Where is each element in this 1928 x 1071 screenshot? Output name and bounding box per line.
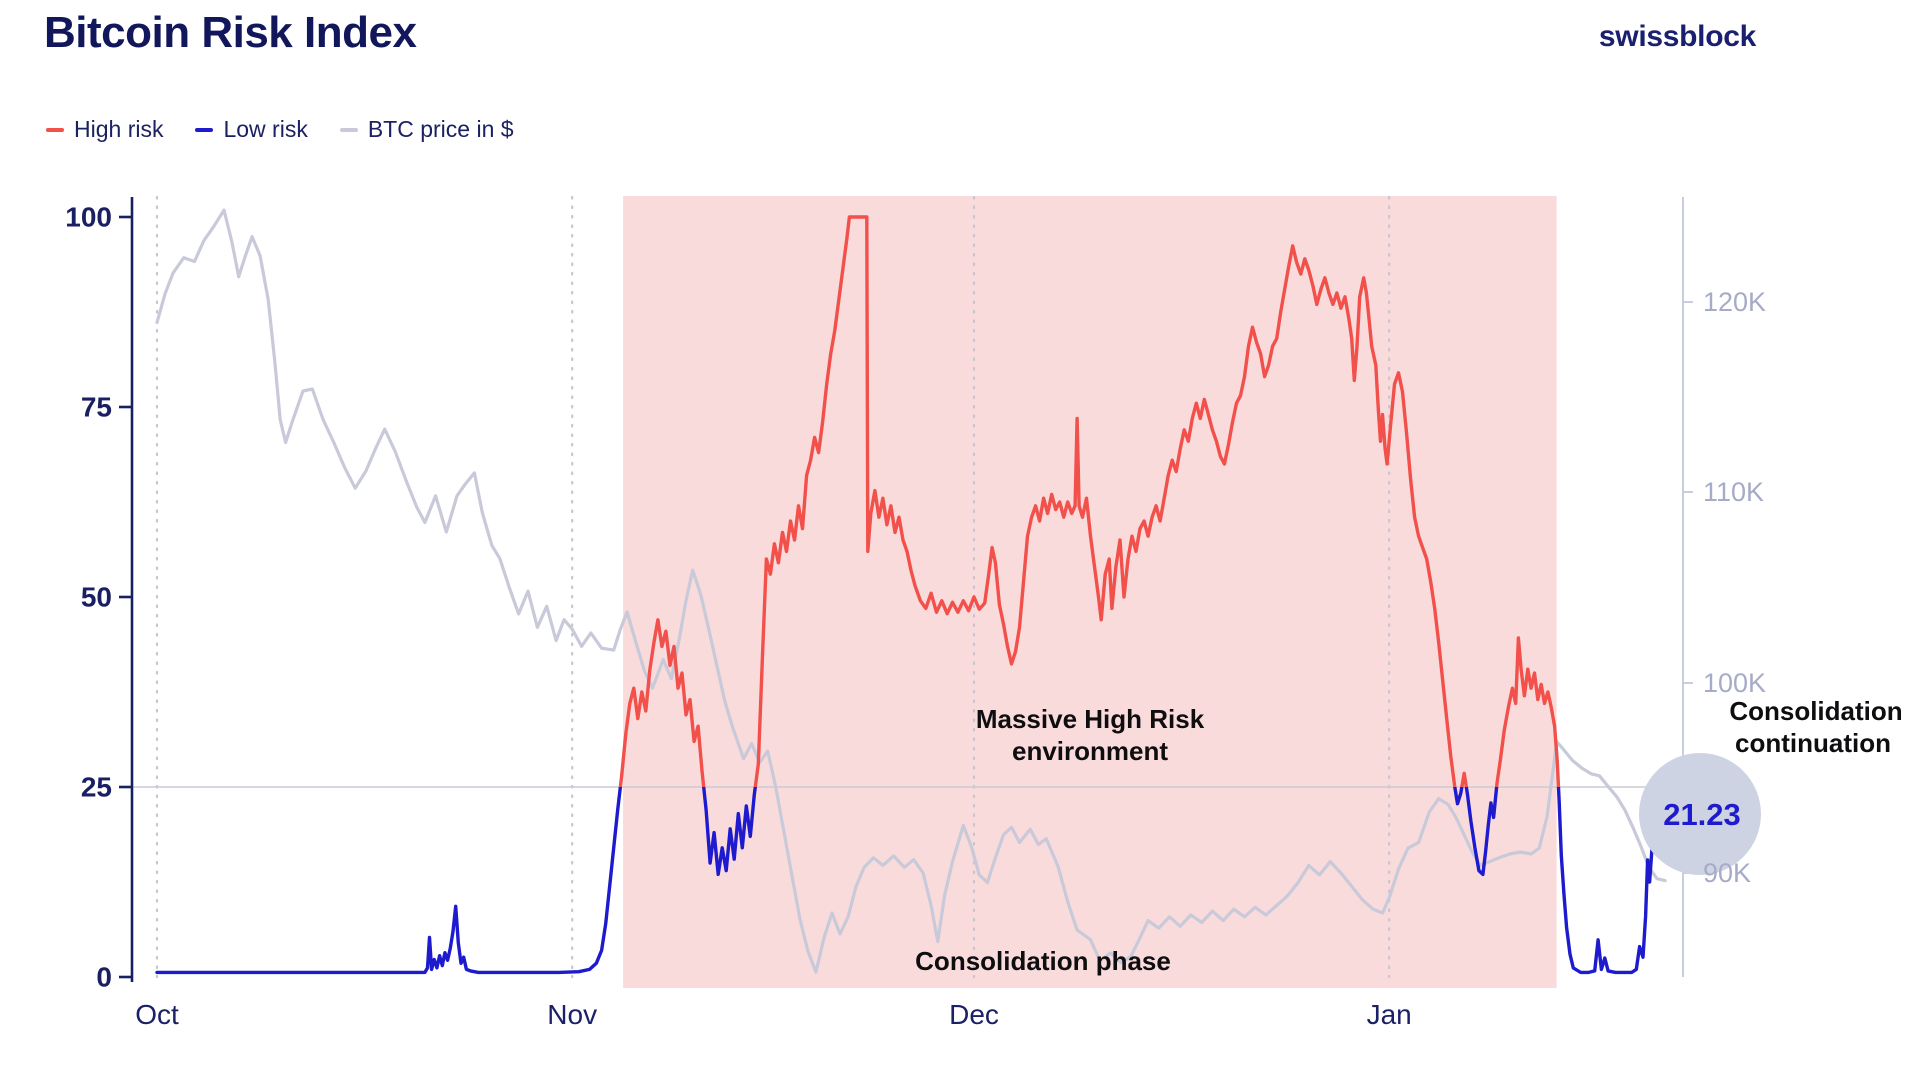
- legend-label-high-risk: High risk: [74, 116, 164, 142]
- legend-item-high-risk: High risk: [46, 116, 163, 143]
- left-tick-50: 50: [81, 582, 112, 613]
- page-title: Bitcoin Risk Index: [44, 8, 417, 57]
- annotation-consolidation-phase: Consolidation phase: [915, 946, 1171, 976]
- high-risk-line: [618, 215, 1561, 787]
- btc-price-line: [155, 208, 1667, 974]
- right-tick-100k: 100K: [1703, 668, 1766, 698]
- left-tick-75: 75: [81, 392, 112, 423]
- x-tick-dec: Dec: [949, 999, 999, 1030]
- x-tick-jan: Jan: [1367, 999, 1412, 1030]
- high-risk-dash-icon: [46, 127, 64, 132]
- left-risk-axis: [119, 197, 134, 982]
- annotation-consolidation-continuation: Consolidation continuation: [1729, 696, 1902, 758]
- left-tick-25: 25: [81, 772, 112, 803]
- x-tick-nov: Nov: [547, 999, 597, 1030]
- legend-label-btc-price: BTC price in $: [367, 116, 514, 142]
- left-axis-labels: 100 75 50 25 0: [65, 202, 112, 993]
- low-risk-line: [155, 787, 1659, 975]
- legend: High risk Low risk BTC price in $: [46, 116, 514, 143]
- x-tick-oct: Oct: [135, 999, 179, 1030]
- right-tick-120k: 120K: [1703, 287, 1766, 317]
- legend-label-low-risk: Low risk: [223, 116, 308, 142]
- annotation-massive-high-risk: Massive High Risk environment: [976, 704, 1205, 766]
- legend-item-btc-price: BTC price in $: [339, 116, 514, 143]
- x-axis-labels: Oct Nov Dec Jan: [135, 999, 1412, 1030]
- annotation-massive-high-risk-line1: Massive High Risk: [976, 704, 1205, 734]
- left-tick-100: 100: [65, 202, 112, 233]
- current-value-badge-circle: [1639, 753, 1761, 875]
- legend-item-low-risk: Low risk: [195, 116, 308, 143]
- right-tick-110k: 110K: [1703, 477, 1764, 507]
- current-risk-value: 21.23: [1663, 797, 1741, 832]
- btc-price-dash-icon: [339, 127, 358, 132]
- annotation-consolidation-continuation-line2: continuation: [1735, 728, 1891, 758]
- right-tick-90k: 90K: [1703, 858, 1751, 888]
- month-gridlines: [155, 195, 1391, 979]
- low-risk-dash-icon: [195, 127, 214, 132]
- swissblock-logo: swissblock: [1598, 20, 1756, 53]
- right-axis-labels: 120K 110K 100K 90K: [1703, 287, 1766, 888]
- annotation-consolidation-continuation-line1: Consolidation: [1729, 696, 1902, 726]
- high-risk-highlight-region: [623, 196, 1557, 988]
- annotation-massive-high-risk-line2: environment: [1012, 736, 1168, 766]
- left-tick-0: 0: [96, 962, 112, 993]
